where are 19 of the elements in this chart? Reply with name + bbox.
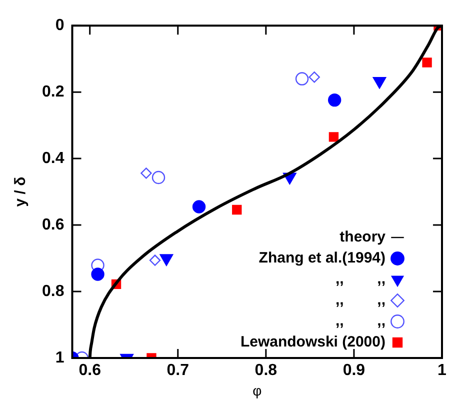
legend-label: Zhang et al.(1994) [258, 250, 386, 267]
y-tick-label: 0.4 [42, 150, 64, 167]
y-tick-label: 0.2 [42, 83, 64, 100]
y-tick-label: 0.6 [42, 216, 64, 234]
legend-label: Lewandowski (2000) [240, 334, 386, 351]
legend-label: ,, ,, [335, 292, 386, 309]
x-tick-label: 0.8 [254, 362, 278, 380]
y-tick-label: 1 [55, 349, 64, 366]
legend-label: theory [340, 228, 386, 246]
legend-label: ,, ,, [335, 312, 386, 330]
y-tick-label: 0.8 [42, 282, 64, 300]
x-axis-title: φ [252, 382, 262, 398]
legend-label: ,, ,, [335, 270, 386, 288]
x-tick-label: 1 [438, 362, 447, 380]
y-axis-title: y / δ [12, 176, 30, 207]
x-tick-label: 0.9 [342, 362, 366, 380]
x-tick-label: 0.7 [166, 362, 190, 380]
y-tick-label: 0 [55, 17, 64, 34]
x-tick-label: 0.6 [78, 362, 102, 380]
